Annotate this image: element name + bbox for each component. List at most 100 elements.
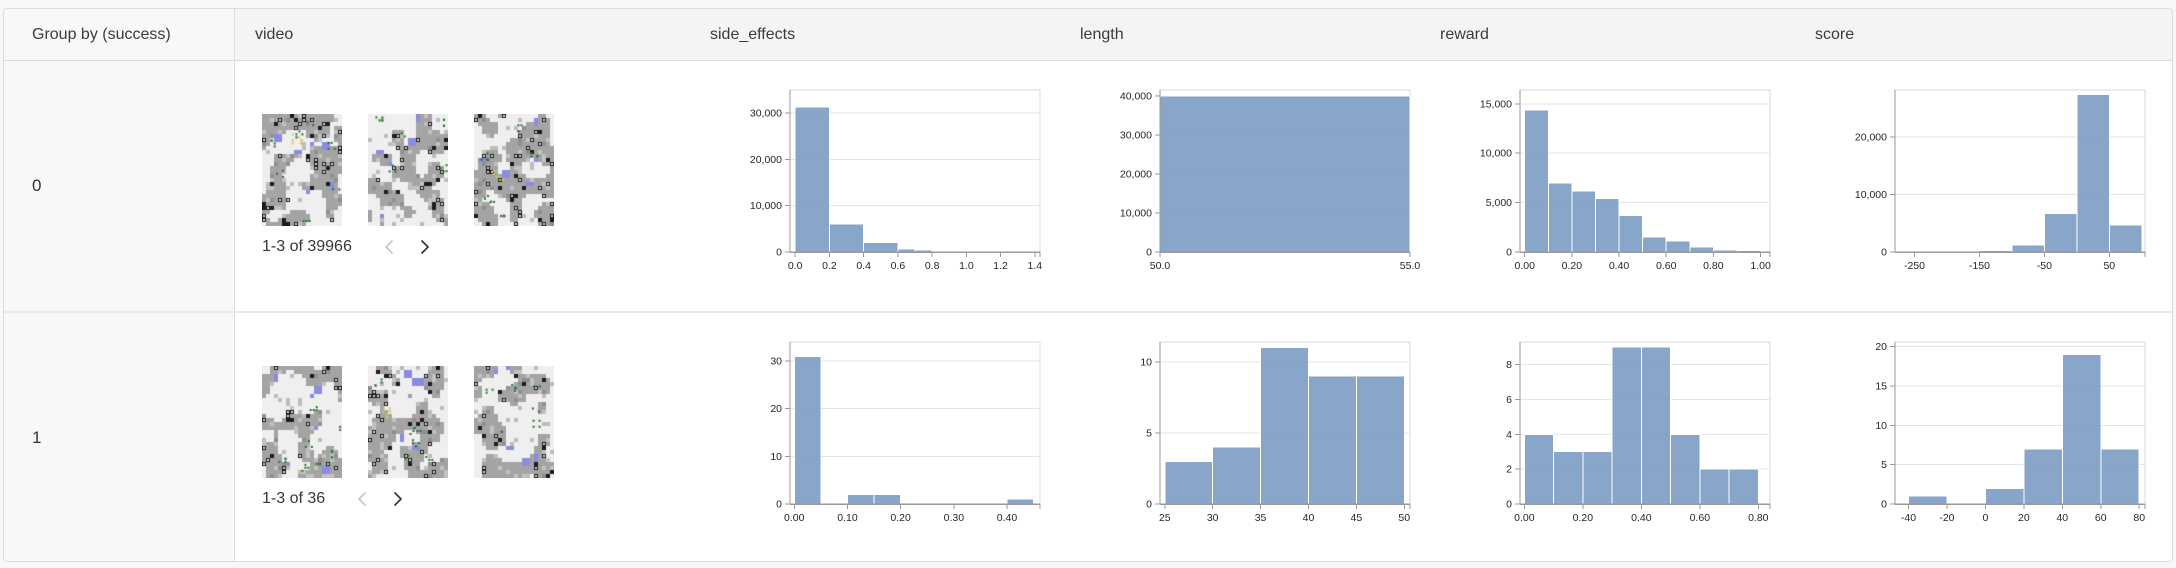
video-thumbnail[interactable] [262, 366, 342, 478]
svg-text:4: 4 [1506, 429, 1512, 441]
video-thumbnail-strip [262, 114, 690, 226]
video-cell: 1-3 of 39966 [235, 61, 690, 311]
column-header-side-effects[interactable]: side_effects [690, 9, 1060, 60]
svg-text:0: 0 [776, 499, 782, 511]
column-header-label: video [255, 25, 294, 43]
video-thumbnail-strip [262, 366, 690, 478]
table-header-row: Group by (success) video side_effects le… [4, 9, 2172, 61]
grouped-runs-table: Group by (success) video side_effects le… [3, 8, 2173, 562]
svg-text:5: 5 [1146, 427, 1152, 439]
cell-reward: 0 5,000 10,000 15,000 0.00 0.20 0.40 0.60 0.80 1.… [1420, 61, 1795, 311]
video-thumbnail[interactable] [262, 114, 342, 226]
video-thumbnail[interactable] [368, 366, 448, 478]
svg-text:50.0: 50.0 [1150, 260, 1171, 272]
histogram-reward-group-0[interactable]: 0 5,000 10,000 15,000 0.00 0.20 0.40 0.60 0.80 1.… [1454, 80, 1795, 283]
svg-text:10: 10 [1875, 420, 1887, 432]
svg-text:10,000: 10,000 [1120, 207, 1152, 219]
chevron-left-icon [358, 492, 367, 506]
svg-text:-40: -40 [1901, 512, 1916, 524]
svg-text:10: 10 [1140, 356, 1152, 368]
histogram-reward-group-1[interactable]: 0 2 4 6 8 0.00 0.20 0.40 0.60 0.80 [1454, 332, 1795, 535]
video-thumbnail[interactable] [368, 114, 448, 226]
video-thumbnail[interactable] [474, 366, 554, 478]
column-header-label: Group by (success) [32, 25, 171, 43]
next-page-button[interactable] [391, 490, 405, 508]
svg-text:-20: -20 [1939, 512, 1954, 524]
svg-text:0.20: 0.20 [1573, 512, 1594, 524]
svg-text:-150: -150 [1969, 260, 1990, 272]
svg-text:0.8: 0.8 [925, 260, 940, 272]
column-header-length[interactable]: length [1060, 9, 1420, 60]
video-pagination: 1-3 of 36 [262, 490, 690, 508]
svg-text:30,000: 30,000 [750, 108, 782, 120]
column-header-score[interactable]: score [1795, 9, 2172, 60]
svg-text:1.4: 1.4 [1028, 260, 1043, 272]
svg-text:0.60: 0.60 [1656, 260, 1677, 272]
prev-page-button[interactable] [382, 238, 396, 256]
svg-text:30,000: 30,000 [1120, 129, 1152, 141]
svg-text:0.00: 0.00 [1514, 512, 1535, 524]
svg-text:0.4: 0.4 [856, 260, 871, 272]
histogram-length-group-1[interactable]: 0 5 10 25 30 35 40 45 50 [1094, 332, 1420, 535]
table-row: 0 1-3 of 39966 [4, 61, 2172, 311]
svg-text:45: 45 [1351, 512, 1363, 524]
svg-text:50: 50 [1398, 512, 1410, 524]
group-value-cell: 0 [4, 61, 235, 311]
svg-text:1.2: 1.2 [993, 260, 1008, 272]
column-header-reward[interactable]: reward [1420, 9, 1795, 60]
svg-text:-250: -250 [1904, 260, 1925, 272]
svg-text:20,000: 20,000 [1855, 132, 1887, 144]
histogram-side-effects-group-0[interactable]: 0 10,000 20,000 30,000 0.0 0.2 0.4 0.6 0.8 1.0 1.2… [724, 80, 1060, 283]
svg-text:6: 6 [1506, 394, 1512, 406]
svg-text:0.00: 0.00 [1514, 260, 1535, 272]
svg-text:1.0: 1.0 [959, 260, 974, 272]
svg-text:0: 0 [1881, 247, 1887, 259]
cell-side-effects: 0 10,000 20,000 30,000 0.0 0.2 0.4 0.6 0.8 1.0 1.2… [690, 61, 1060, 311]
svg-text:15: 15 [1875, 381, 1887, 393]
svg-text:10: 10 [770, 451, 782, 463]
cell-length: 0 5 10 25 30 35 40 45 50 [1060, 313, 1420, 561]
histogram-score-group-1[interactable]: 0 5 10 15 20 -40 -20 0 20 40 60 80 [1829, 332, 2172, 535]
cell-side-effects: 0 10 20 30 0.00 0.10 0.20 0.30 0.40 [690, 313, 1060, 561]
column-header-video[interactable]: video [235, 9, 690, 60]
svg-text:0.2: 0.2 [822, 260, 837, 272]
cell-reward: 0 2 4 6 8 0.00 0.20 0.40 0.60 0.80 [1420, 313, 1795, 561]
svg-text:0.80: 0.80 [1748, 512, 1769, 524]
cell-length: 0 10,000 20,000 30,000 40,000 50.0 55.0 [1060, 61, 1420, 311]
svg-text:50: 50 [2103, 260, 2115, 272]
svg-text:0.40: 0.40 [997, 512, 1018, 524]
prev-page-button[interactable] [355, 490, 369, 508]
video-page-caption: 1-3 of 39966 [262, 238, 352, 255]
video-cell: 1-3 of 36 [235, 313, 690, 561]
column-header-label: length [1080, 25, 1124, 43]
svg-text:0.30: 0.30 [944, 512, 965, 524]
svg-text:20: 20 [770, 403, 782, 415]
cell-score: 0 5 10 15 20 -40 -20 0 20 40 60 80 [1795, 313, 2172, 561]
svg-text:0: 0 [1146, 499, 1152, 511]
group-value-cell: 1 [4, 313, 235, 561]
histogram-side-effects-group-1[interactable]: 0 10 20 30 0.00 0.10 0.20 0.30 0.40 [724, 332, 1060, 535]
svg-text:20,000: 20,000 [1120, 168, 1152, 180]
video-thumbnail[interactable] [474, 114, 554, 226]
svg-text:10,000: 10,000 [750, 200, 782, 212]
svg-text:40: 40 [2056, 512, 2068, 524]
video-page-caption: 1-3 of 36 [262, 490, 326, 507]
group-value: 0 [32, 176, 42, 195]
next-page-button[interactable] [418, 238, 432, 256]
svg-text:80: 80 [2133, 512, 2145, 524]
svg-text:0: 0 [1881, 499, 1887, 511]
histogram-length-group-0[interactable]: 0 10,000 20,000 30,000 40,000 50.0 55.0 [1094, 80, 1420, 283]
svg-text:30: 30 [770, 356, 782, 368]
svg-text:40,000: 40,000 [1120, 90, 1152, 102]
svg-text:10,000: 10,000 [1855, 189, 1887, 201]
svg-text:0: 0 [776, 247, 782, 259]
column-header-group-by[interactable]: Group by (success) [4, 9, 235, 60]
svg-text:0.60: 0.60 [1690, 512, 1711, 524]
svg-text:20: 20 [1875, 341, 1887, 353]
svg-text:30: 30 [1207, 512, 1219, 524]
svg-text:40: 40 [1303, 512, 1315, 524]
group-value: 1 [32, 428, 42, 447]
histogram-score-group-0[interactable]: 0 10,000 20,000 -250 -150 -50 50 [1829, 80, 2172, 283]
svg-text:60: 60 [2095, 512, 2107, 524]
svg-text:5: 5 [1881, 459, 1887, 471]
